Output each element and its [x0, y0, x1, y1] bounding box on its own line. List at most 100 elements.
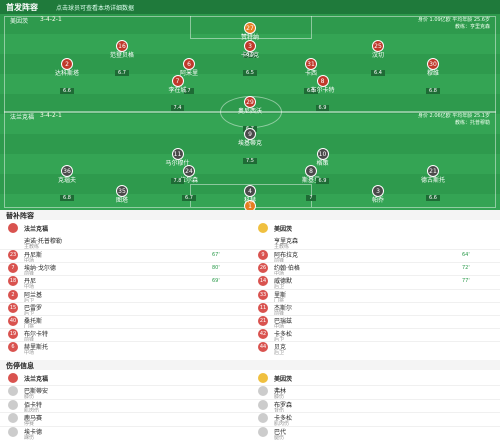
player-row[interactable] — [0, 425, 250, 441]
player-number: 9 — [244, 128, 256, 140]
player-name: 格策 — [316, 160, 329, 167]
player-row[interactable] — [250, 412, 500, 427]
player-detail: 中场 — [274, 271, 285, 278]
player-row[interactable] — [250, 262, 500, 276]
player-detail: 前锋 — [274, 310, 285, 317]
player-row[interactable] — [250, 398, 500, 414]
player[interactable]: 16 范登贝格 6.7 — [92, 40, 152, 78]
player-number: 1 — [244, 200, 256, 210]
player-number: 35 — [116, 185, 128, 197]
player-detail: 膝伤 — [24, 394, 35, 400]
player-rating: 7 — [184, 88, 194, 94]
player-name: 奥尼西沃 — [237, 108, 262, 115]
player-number: 40 — [8, 316, 18, 326]
player-row[interactable] — [0, 328, 250, 342]
injury-icon — [258, 426, 268, 437]
player-row[interactable] — [0, 301, 250, 316]
player[interactable]: 9 埃基蒂克 7.5 — [220, 128, 280, 166]
player-detail: 后卫 — [274, 350, 285, 357]
player-row[interactable] — [250, 249, 500, 263]
player-row[interactable] — [250, 341, 500, 355]
player-row[interactable] — [0, 412, 250, 427]
player-number: 23 — [8, 250, 18, 260]
team-stats: 身价 2.06亿欧 平均年龄 25.1岁 — [417, 113, 490, 119]
player[interactable]: 7 李在城 7.4 — [148, 75, 208, 113]
player-name: 达科斯塔 — [54, 70, 79, 77]
player-name: 布罗森 — [274, 401, 293, 409]
player-name: 穆维 — [426, 70, 439, 77]
player-row[interactable] — [250, 425, 500, 441]
player-detail: 背伤 — [274, 407, 285, 414]
player[interactable]: 21 德古斯托 6.6 — [403, 165, 463, 203]
section-bar — [0, 360, 500, 370]
injury-icon — [8, 386, 18, 396]
player[interactable]: 31 卡西 6.3 — [281, 58, 341, 96]
player-name: 阿兰基 — [24, 291, 43, 299]
player-number: 33 — [258, 289, 268, 300]
player-detail: 前锋 — [24, 337, 35, 344]
player-name: 卡多松 — [274, 415, 293, 422]
player-name: 桑托斯 — [24, 318, 43, 325]
player[interactable]: 27 赞特纳 6.9 — [220, 22, 280, 60]
team-logo — [8, 373, 18, 383]
injury-icon — [258, 399, 268, 410]
player-row[interactable] — [250, 275, 500, 289]
player[interactable]: 8 布尔卡特 6.9 — [293, 75, 353, 113]
player-row[interactable] — [250, 328, 500, 342]
player-row[interactable] — [0, 262, 250, 276]
player-row[interactable] — [250, 385, 500, 400]
player-name: 斯基里 — [301, 177, 320, 184]
player-rating: 6.7 — [182, 195, 196, 201]
player-name: 贝克 — [274, 344, 287, 352]
player-name: 马尔穆什 — [165, 160, 190, 167]
section-bar — [0, 210, 500, 220]
team-name: 法兰克福 — [24, 226, 49, 233]
player-row[interactable] — [0, 249, 250, 263]
player-number: 6 — [8, 342, 18, 353]
player[interactable]: 10 格策 6.9 — [293, 148, 353, 186]
player[interactable]: 11 马尔穆什 7.8 — [148, 148, 208, 186]
player-name: 佰卡特 — [24, 401, 43, 409]
team-stats: 身价 1.09亿欧 平均年龄 25.6岁 — [417, 17, 490, 23]
player-row[interactable] — [250, 288, 500, 303]
player-detail: 后卫 — [24, 310, 35, 317]
player-row[interactable] — [0, 315, 250, 329]
player-number: 3 — [244, 40, 256, 52]
player[interactable]: 8 斯基里 7 — [281, 165, 341, 203]
player[interactable]: 3帕乔7.1 — [348, 185, 408, 210]
player-name: 阿布拉克 — [274, 252, 299, 259]
team-name: 美因茨 — [10, 18, 29, 25]
player-rating: 6.5 — [243, 70, 257, 76]
player-name: 克瑙夫 — [57, 177, 76, 184]
player[interactable]: 4科赫6.9 — [220, 185, 280, 210]
injury-icon — [258, 386, 268, 396]
player[interactable]: 1特拉普7.3 — [220, 200, 280, 210]
player[interactable]: 3 卡拉克 6.5 — [220, 40, 280, 78]
player-number: 11 — [171, 148, 184, 160]
player[interactable]: 30 穆维 6.8 — [403, 58, 463, 96]
player[interactable]: 25 汉切 6.4 — [348, 40, 408, 78]
player[interactable]: 36 克瑙夫 6.8 — [37, 165, 97, 203]
penalty-box — [190, 16, 312, 39]
player-row[interactable] — [0, 398, 250, 414]
player-number: 21 — [258, 316, 268, 326]
player-name: 丹尼 — [24, 278, 37, 286]
player-name: 布尔卡特 — [24, 331, 49, 339]
player-number: 18 — [8, 276, 18, 287]
player-name: 巴雷罗 — [24, 304, 43, 312]
player-row[interactable] — [0, 275, 250, 289]
player[interactable]: 24 拉尔森 6.7 — [159, 165, 219, 203]
player-row[interactable] — [250, 315, 500, 329]
sub-minute: 80' — [212, 265, 220, 272]
player-row[interactable] — [0, 288, 250, 303]
player[interactable]: 2 达科斯塔 6.6 — [37, 58, 97, 96]
player-row[interactable] — [0, 385, 250, 400]
player-number: 7 — [8, 263, 18, 274]
player-row[interactable] — [0, 341, 250, 355]
player-row[interactable] — [250, 301, 500, 316]
player[interactable]: 35图塔7.2 — [92, 185, 152, 210]
player-name: 帕乔 — [371, 197, 384, 204]
injury-icon — [8, 399, 18, 410]
player-name: 威德默 — [274, 278, 293, 286]
player[interactable]: 6 阿米里 7 — [159, 58, 219, 96]
